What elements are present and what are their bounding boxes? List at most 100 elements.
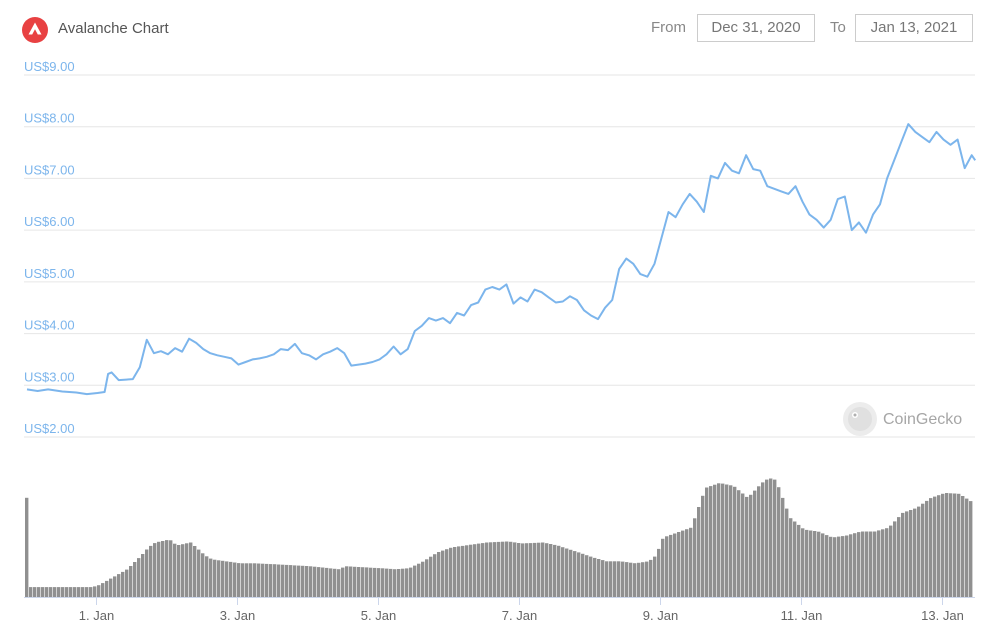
volume-bar bbox=[749, 494, 753, 597]
volume-bar bbox=[681, 530, 685, 597]
volume-bar bbox=[193, 546, 197, 597]
volume-bar bbox=[653, 556, 657, 597]
volume-bar bbox=[89, 587, 93, 597]
volume-bar bbox=[197, 549, 201, 597]
volume-bar bbox=[833, 537, 837, 597]
volume-bar bbox=[565, 548, 569, 597]
watermark-text: CoinGecko bbox=[883, 411, 962, 428]
volume-bar bbox=[505, 541, 509, 597]
volume-bar bbox=[757, 486, 761, 597]
volume-bar bbox=[913, 508, 917, 597]
volume-bar bbox=[953, 493, 957, 597]
from-date-input[interactable]: Dec 31, 2020 bbox=[697, 14, 815, 42]
volume-bar bbox=[889, 525, 893, 597]
volume-bar bbox=[549, 544, 553, 597]
volume-bar bbox=[309, 566, 313, 597]
volume-bar bbox=[109, 578, 113, 597]
volume-bar bbox=[593, 557, 597, 597]
volume-bar bbox=[621, 561, 625, 597]
volume-bar bbox=[93, 586, 97, 597]
volume-bar bbox=[513, 542, 517, 597]
volume-bar bbox=[657, 548, 661, 597]
volume-bar bbox=[789, 518, 793, 597]
volume-bars bbox=[25, 478, 973, 597]
volume-bar bbox=[521, 543, 525, 597]
volume-bar bbox=[945, 493, 949, 597]
volume-bar bbox=[249, 563, 253, 597]
volume-bar bbox=[173, 543, 177, 597]
volume-bar bbox=[785, 508, 789, 597]
volume-bar bbox=[525, 543, 529, 597]
volume-bar bbox=[709, 486, 713, 597]
volume-bar bbox=[205, 556, 209, 597]
volume-bar bbox=[449, 547, 453, 597]
volume-bar bbox=[713, 484, 717, 597]
volume-bar bbox=[137, 558, 141, 597]
volume-bar bbox=[765, 479, 769, 597]
volume-bar bbox=[537, 542, 541, 597]
volume-bar bbox=[405, 568, 409, 597]
volume-bar bbox=[605, 561, 609, 597]
volume-bar bbox=[461, 545, 465, 597]
volume-bar bbox=[181, 544, 185, 597]
volume-bar bbox=[877, 530, 881, 597]
volume-bar bbox=[97, 585, 101, 597]
volume-bar bbox=[101, 583, 105, 597]
volume-bar bbox=[697, 507, 701, 597]
volume-bar bbox=[345, 566, 349, 597]
volume-bar bbox=[409, 567, 413, 597]
volume-bar bbox=[613, 561, 617, 597]
x-tick-label: 9. Jan bbox=[643, 608, 678, 623]
volume-bar bbox=[369, 567, 373, 597]
x-axis: 1. Jan 3. Jan 5. Jan 7. Jan 9. Jan 11. Jan 13.… bbox=[24, 597, 975, 623]
volume-bar bbox=[677, 532, 681, 597]
volume-bar bbox=[141, 554, 145, 597]
volume-bar bbox=[221, 560, 225, 597]
volume-bar bbox=[673, 533, 677, 597]
volume-bar bbox=[649, 559, 653, 597]
volume-bar bbox=[289, 565, 293, 597]
volume-bar bbox=[133, 562, 137, 597]
volume-bar bbox=[485, 542, 489, 597]
volume-bar bbox=[85, 587, 89, 597]
volume-bar bbox=[333, 568, 337, 597]
volume-bar bbox=[533, 542, 537, 597]
volume-bar bbox=[317, 567, 321, 597]
volume-bar bbox=[897, 517, 901, 597]
to-label: To bbox=[830, 19, 846, 36]
volume-bar bbox=[633, 563, 637, 597]
volume-bar bbox=[273, 564, 277, 597]
y-axis-labels: US$2.00 US$3.00 US$4.00 US$5.00 US$6.00 US$7.… bbox=[24, 59, 75, 436]
to-date-input[interactable]: Jan 13, 2021 bbox=[855, 14, 973, 42]
volume-bar bbox=[589, 556, 593, 597]
volume-bar bbox=[529, 543, 533, 597]
volume-bar bbox=[25, 497, 29, 597]
volume-bar bbox=[545, 543, 549, 597]
volume-bar bbox=[581, 553, 585, 597]
volume-bar bbox=[117, 574, 121, 597]
volume-bar bbox=[693, 518, 697, 597]
volume-bar bbox=[209, 558, 213, 597]
volume-bar bbox=[201, 553, 205, 597]
volume-bar bbox=[453, 547, 457, 597]
volume-bar bbox=[129, 566, 133, 597]
volume-bar bbox=[473, 544, 477, 597]
volume-bar bbox=[745, 496, 749, 597]
volume-bar bbox=[417, 563, 421, 597]
chart-title: Avalanche Chart bbox=[58, 20, 169, 37]
volume-bar bbox=[401, 568, 405, 597]
volume-bar bbox=[157, 541, 161, 597]
volume-bar bbox=[57, 587, 61, 597]
volume-bar bbox=[885, 528, 889, 597]
volume-bar bbox=[553, 544, 557, 597]
volume-bar bbox=[685, 529, 689, 597]
volume-bar bbox=[33, 587, 37, 597]
volume-bar bbox=[161, 541, 165, 597]
volume-bar bbox=[909, 510, 913, 597]
volume-bar bbox=[265, 563, 269, 597]
volume-bar bbox=[821, 533, 825, 597]
volume-bar bbox=[373, 567, 377, 597]
volume-bar bbox=[121, 571, 125, 597]
volume-bar bbox=[905, 511, 909, 597]
